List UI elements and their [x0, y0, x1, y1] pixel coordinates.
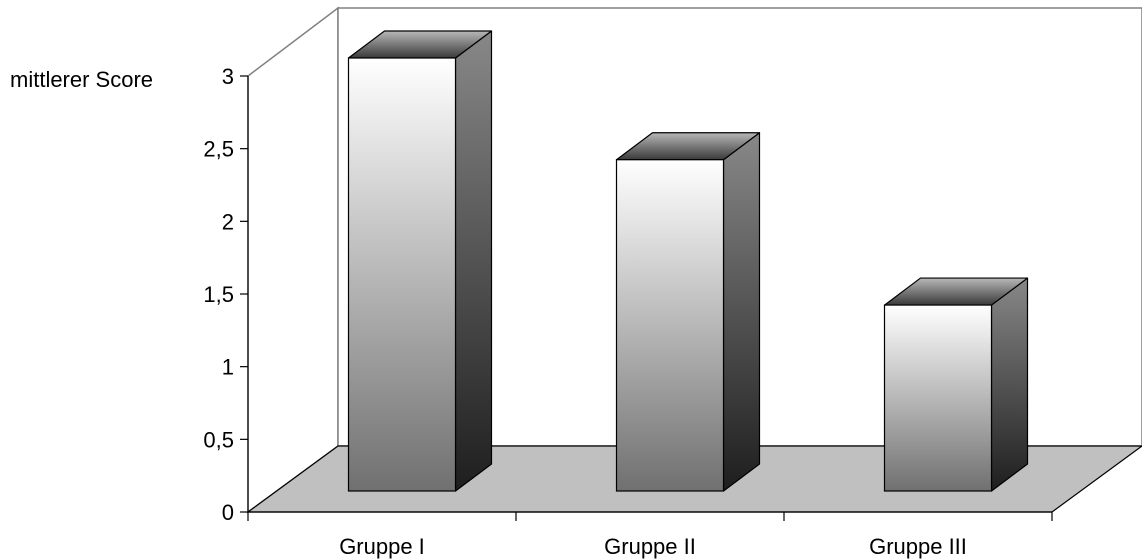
x-category-label: Gruppe III	[869, 534, 967, 559]
bar-side-face	[722, 132, 761, 492]
x-axis-labels: Gruppe I Gruppe II Gruppe III	[339, 534, 967, 559]
y-tick-label: 2	[222, 209, 234, 234]
y-tick-label: 2,5	[203, 137, 234, 162]
bar-side-face	[990, 277, 1029, 492]
bar	[347, 30, 493, 492]
bar	[883, 277, 1029, 492]
bar-front-face	[615, 159, 725, 492]
bar-front-face	[883, 304, 993, 492]
bar	[615, 132, 761, 492]
y-tick-label: 0,5	[203, 427, 234, 452]
y-tick-label: 1	[222, 355, 234, 380]
y-axis-title: mittlerer Score	[10, 67, 153, 92]
bars	[347, 30, 1029, 492]
y-tick-label: 0	[222, 500, 234, 525]
left-wall	[247, 6, 339, 514]
bar-side-face	[454, 30, 493, 492]
y-tick-label: 1,5	[203, 282, 234, 307]
y-axis-ticks: 0 0,5 1 1,5 2 2,5 3	[203, 64, 248, 525]
x-category-label: Gruppe I	[339, 534, 425, 559]
x-axis-ticks	[247, 512, 1053, 521]
y-tick-label: 3	[222, 64, 234, 89]
x-category-label: Gruppe II	[604, 534, 696, 559]
bar-front-face	[347, 57, 457, 492]
